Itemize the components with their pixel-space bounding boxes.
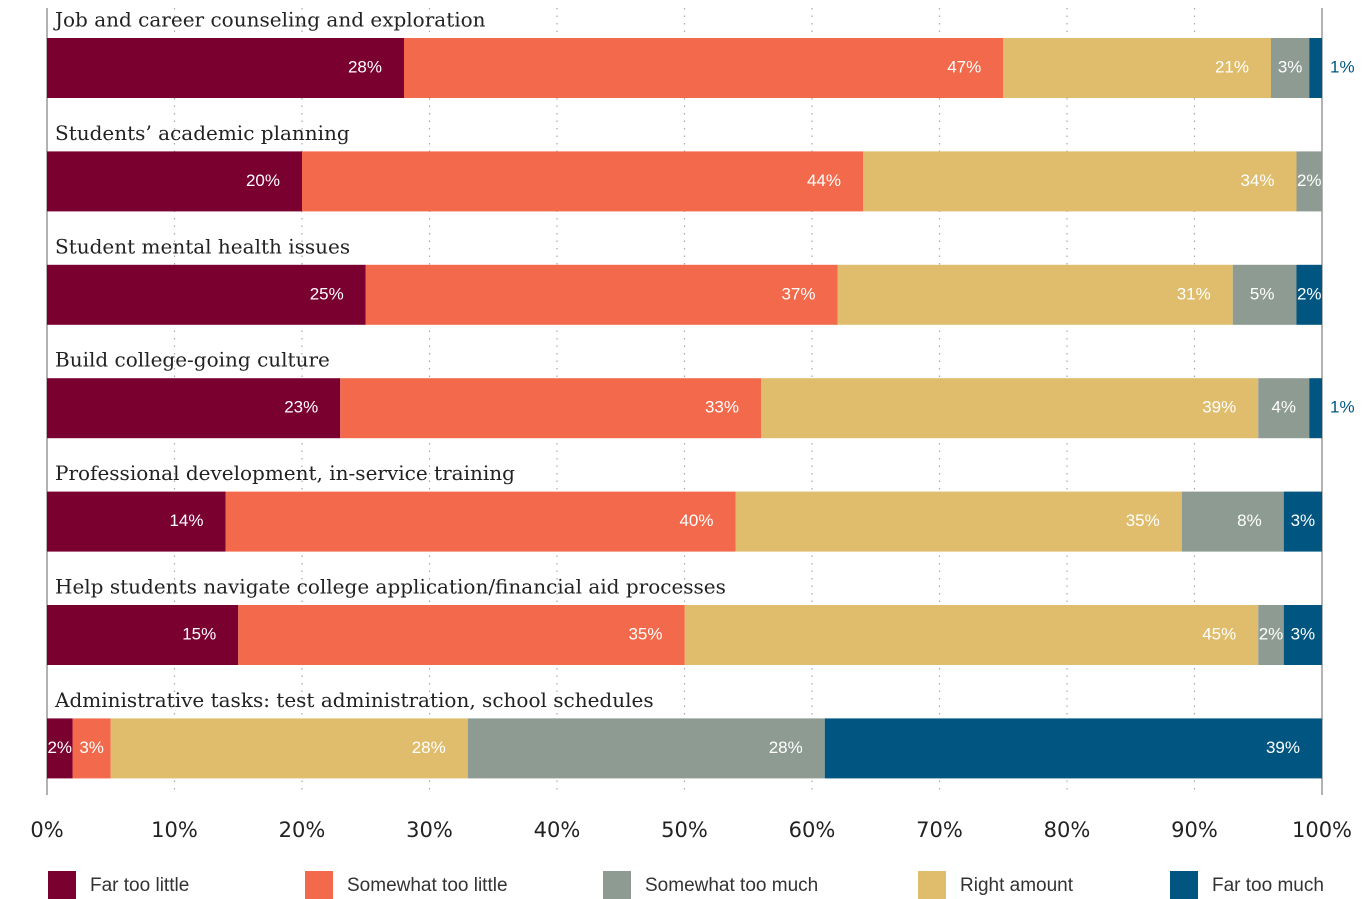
- value-label: 33%: [705, 398, 739, 417]
- bar-segment: [47, 605, 239, 665]
- value-label: 34%: [1240, 171, 1274, 190]
- value-label: 14%: [169, 511, 203, 530]
- x-tick-label: 90%: [1171, 818, 1218, 842]
- value-label: 1%: [1330, 398, 1355, 417]
- bar-segment: [365, 264, 838, 325]
- bar-segment: [302, 151, 863, 212]
- legend-swatch: [1170, 871, 1198, 899]
- bar-segment: [467, 718, 825, 779]
- value-label: 3%: [79, 738, 104, 757]
- legend-label: Somewhat too little: [347, 875, 508, 896]
- bar-segment: [1296, 151, 1322, 212]
- value-label: 1%: [1330, 57, 1355, 76]
- x-tick-label: 60%: [789, 818, 836, 842]
- bar-segment: [824, 718, 1322, 779]
- legend-label: Right amount: [960, 875, 1074, 896]
- legend-label: Far too much: [1212, 875, 1324, 896]
- bar-segment: [47, 378, 341, 439]
- x-tick-label: 0%: [30, 818, 63, 842]
- value-label: 39%: [1202, 398, 1236, 417]
- x-tick-label: 30%: [406, 818, 453, 842]
- x-tick-label: 50%: [661, 818, 708, 842]
- value-label: 3%: [1291, 624, 1316, 643]
- value-label: 3%: [1291, 511, 1316, 530]
- bar-segment: [1271, 38, 1310, 98]
- legend-swatch: [603, 871, 631, 899]
- bar-segment: [47, 151, 302, 212]
- bar-segment: [1232, 264, 1297, 325]
- x-tick-label: 70%: [916, 818, 963, 842]
- category-label: Student mental health issues: [55, 234, 350, 258]
- bar-segment: [1258, 605, 1284, 665]
- category-label: Build college-going culture: [55, 348, 330, 372]
- bar-segment: [684, 605, 1259, 665]
- bar-segment: [1258, 378, 1310, 439]
- value-label: 44%: [807, 171, 841, 190]
- bar-segment: [837, 264, 1233, 325]
- bar-segment: [863, 151, 1297, 212]
- value-label: 47%: [947, 57, 981, 76]
- value-label: 2%: [1259, 624, 1284, 643]
- x-tick-label: 100%: [1292, 818, 1352, 842]
- category-label: Job and career counseling and exploratio…: [53, 8, 486, 32]
- x-tick-label: 40%: [534, 818, 581, 842]
- value-label: 35%: [1126, 511, 1160, 530]
- bar-segment: [225, 491, 736, 552]
- value-label: 31%: [1177, 284, 1211, 303]
- x-tick-label: 80%: [1044, 818, 1091, 842]
- value-label: 40%: [679, 511, 713, 530]
- bar-segment: [110, 718, 468, 779]
- value-label: 25%: [310, 284, 344, 303]
- value-label: 28%: [412, 738, 446, 757]
- category-label: Students’ academic planning: [55, 121, 350, 145]
- bar-segment: [761, 378, 1259, 439]
- value-label: 45%: [1202, 624, 1236, 643]
- value-label: 4%: [1271, 398, 1296, 417]
- bar-segment: [1309, 378, 1322, 439]
- bar-segment: [47, 718, 73, 779]
- value-label: 20%: [246, 171, 280, 190]
- x-tick-label: 10%: [151, 818, 198, 842]
- bar-segment: [47, 264, 366, 325]
- legend-label: Somewhat too much: [645, 875, 818, 896]
- legend-swatch: [918, 871, 946, 899]
- legend-swatch: [48, 871, 76, 899]
- bar-segment: [1181, 491, 1284, 552]
- value-label: 2%: [1297, 284, 1322, 303]
- bar-segment: [1296, 264, 1322, 325]
- value-label: 39%: [1266, 738, 1300, 757]
- value-label: 8%: [1237, 511, 1262, 530]
- bar-segment: [238, 605, 685, 665]
- value-label: 35%: [628, 624, 662, 643]
- bar-segment: [735, 491, 1182, 552]
- bar-segment: [47, 491, 226, 552]
- bar-segment: [1283, 491, 1322, 552]
- bar-segment: [404, 38, 1004, 98]
- legend-swatch: [305, 871, 333, 899]
- value-label: 23%: [284, 398, 318, 417]
- bar-segment: [47, 38, 404, 98]
- value-label: 2%: [1297, 171, 1322, 190]
- x-tick-label: 20%: [279, 818, 326, 842]
- bar-segment: [1283, 605, 1322, 665]
- value-label: 2%: [47, 738, 72, 757]
- value-label: 15%: [182, 624, 216, 643]
- bar-segment: [1003, 38, 1271, 98]
- bar-segment: [72, 718, 111, 779]
- legend-label: Far too little: [90, 875, 189, 896]
- category-label: Help students navigate college applicati…: [55, 575, 726, 599]
- value-label: 21%: [1215, 57, 1249, 76]
- category-label: Administrative tasks: test administratio…: [54, 688, 654, 712]
- bar-segment: [1309, 38, 1322, 98]
- value-label: 28%: [769, 738, 803, 757]
- value-label: 3%: [1278, 57, 1303, 76]
- value-label: 37%: [781, 284, 815, 303]
- value-label: 5%: [1250, 284, 1275, 303]
- category-label: Professional development, in-service tra…: [55, 461, 515, 485]
- value-label: 28%: [348, 57, 382, 76]
- bar-segment: [340, 378, 761, 439]
